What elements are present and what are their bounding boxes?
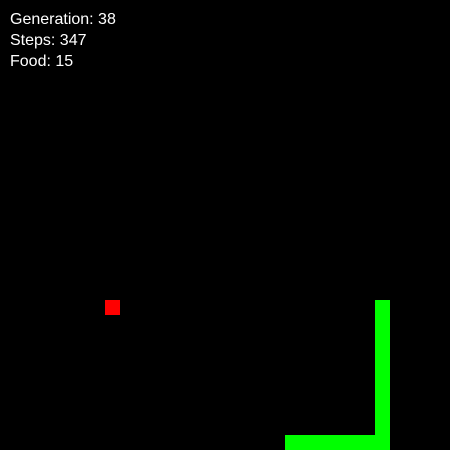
snake-segment bbox=[285, 435, 300, 450]
snake-segment bbox=[375, 360, 390, 375]
snake-segment bbox=[375, 420, 390, 435]
snake-segment bbox=[375, 315, 390, 330]
snake-segment bbox=[330, 435, 345, 450]
snake-segment bbox=[375, 345, 390, 360]
snake-segment bbox=[375, 435, 390, 450]
snake-segment bbox=[375, 330, 390, 345]
snake-segment bbox=[360, 435, 375, 450]
snake-segment bbox=[375, 375, 390, 390]
steps-counter: Steps: 347 bbox=[10, 32, 87, 49]
food-pellet bbox=[105, 300, 120, 315]
snake-head bbox=[375, 300, 390, 315]
snake-segment bbox=[345, 435, 360, 450]
generation-counter: Generation: 38 bbox=[10, 11, 116, 28]
snake-segment bbox=[375, 405, 390, 420]
stats-hud: Generation: 38 Steps: 347 Food: 15 bbox=[10, 9, 116, 72]
snake-segment bbox=[315, 435, 330, 450]
snake-segment bbox=[300, 435, 315, 450]
food-counter: Food: 15 bbox=[10, 53, 74, 70]
snake-segment bbox=[375, 390, 390, 405]
